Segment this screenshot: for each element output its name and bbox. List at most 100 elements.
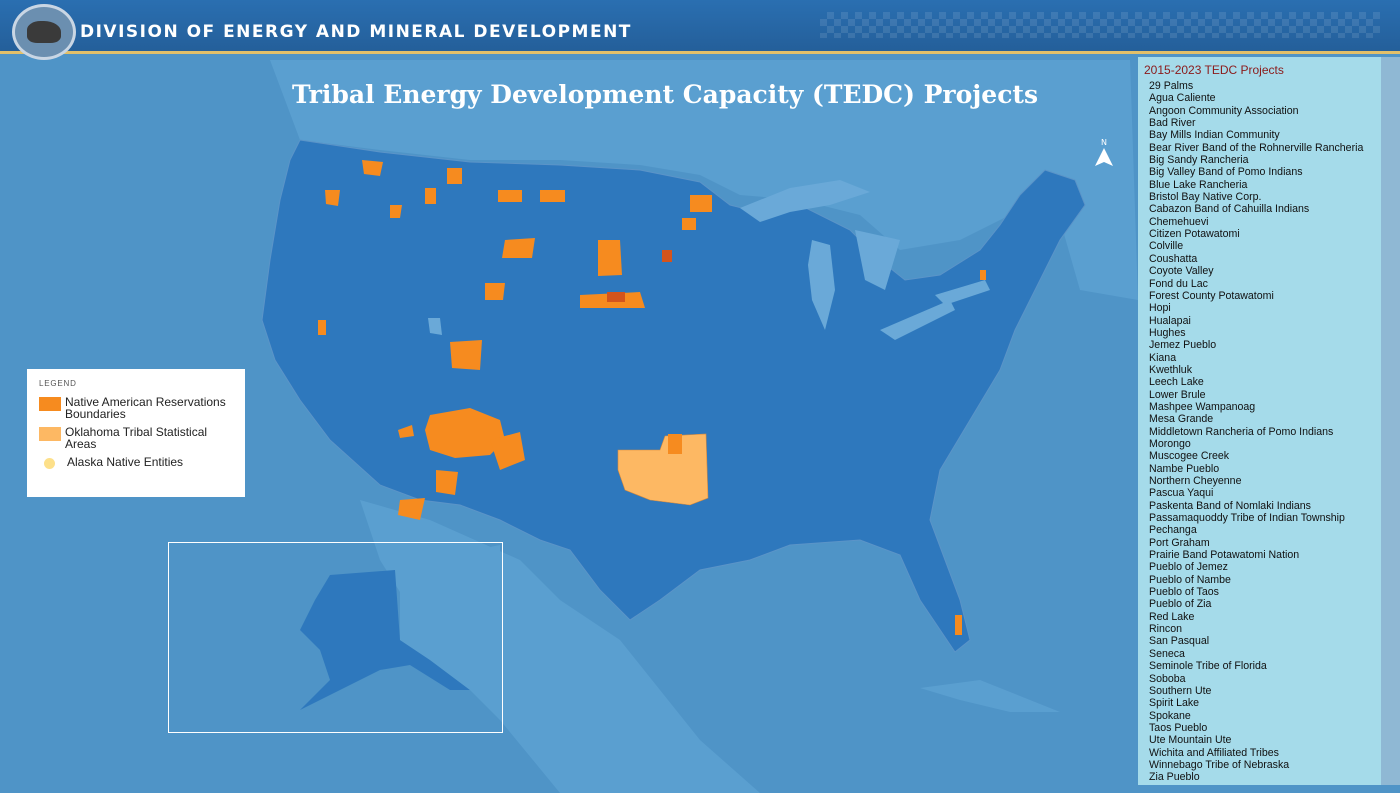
mt-reservation-1 — [502, 238, 535, 258]
alaska-dot-swatch — [44, 458, 55, 469]
project-list-item: Northern Cheyenne — [1149, 475, 1242, 487]
project-list-item: Pueblo of Nambe — [1149, 573, 1231, 586]
division-title: DIVISION OF ENERGY AND MINERAL DEVELOPME… — [80, 22, 632, 42]
nv-reservation — [318, 320, 326, 335]
north-arrow-icon: N — [1095, 138, 1113, 166]
mn-reservations — [690, 195, 712, 212]
mt-reservation-4 — [447, 168, 462, 184]
wy-reservation — [485, 283, 505, 300]
id-reservation — [390, 205, 402, 218]
project-list-item: Lower Brule — [1149, 388, 1206, 401]
project-list-item: San Pasqual — [1149, 635, 1210, 648]
legend-label: Native American Reservations Boundaries — [65, 395, 226, 421]
project-list-item: Colville — [1149, 240, 1184, 253]
panel-side-strip — [1381, 57, 1400, 785]
oklahoma-tribal-areas — [617, 433, 709, 506]
project-list-item: Seminole Tribe of Florida — [1149, 660, 1267, 673]
project-list: 29 Palms Agua Caliente Angoon Community As… — [1144, 80, 1381, 784]
wa-reservation-1 — [362, 160, 383, 176]
project-list-item: Pueblo of Jemez — [1149, 561, 1228, 574]
project-list-item: Leech Lake — [1149, 376, 1204, 389]
lake-huron — [855, 230, 900, 290]
project-list-item: Bad River — [1149, 117, 1196, 130]
project-list-item: Mesa Grande — [1149, 413, 1214, 426]
north-arrow-shape — [1095, 148, 1113, 166]
department-seal-logo — [12, 4, 76, 60]
project-list-item: Pascua Yaqui — [1149, 487, 1214, 500]
oklahoma-dark-area — [668, 434, 682, 454]
reservation-swatch — [39, 397, 61, 411]
project-list-item: Red Lake — [1149, 610, 1195, 623]
nm-reservations — [490, 432, 525, 470]
project-list-item: Cabazon Band of Cahuilla Indians — [1149, 203, 1310, 216]
project-list-item: Paskenta Band of Nomlaki Indians — [1149, 499, 1311, 512]
project-list-item: Passamaquoddy Tribe of Indian Township — [1149, 512, 1345, 525]
az-reservation-3 — [398, 425, 414, 438]
project-list-item: Prairie Band Potawatomi Nation — [1149, 549, 1300, 562]
mt-reservation-2 — [540, 190, 565, 202]
nd-reservation — [598, 240, 622, 276]
az-reservation-2 — [436, 470, 458, 495]
project-list-item: Hopi — [1149, 302, 1171, 315]
project-list-item: Bay Mills Indian Community — [1149, 129, 1280, 142]
project-list-item: Agua Caliente — [1149, 92, 1216, 105]
lake-michigan — [808, 240, 835, 330]
project-list-item: 29 Palms — [1149, 80, 1194, 92]
project-list-item: Spokane — [1149, 709, 1191, 722]
project-list-item: Kwethluk — [1149, 363, 1192, 376]
project-list-item: Spirit Lake — [1149, 697, 1200, 710]
mt-reservation-5 — [498, 190, 522, 202]
project-list-item: Middletown Rancheria of Pomo Indians — [1149, 425, 1334, 438]
project-list-item: Big Valley Band of Pomo Indians — [1149, 166, 1303, 179]
project-list-item: Bear River Band of the Rohnerville Ranch… — [1149, 141, 1364, 154]
canada-yukon — [400, 545, 500, 720]
mn-reservation-dark — [662, 250, 672, 262]
mn-reservation-2 — [682, 218, 696, 230]
project-list-item: Hualapai — [1149, 314, 1191, 327]
project-list-item: Pueblo of Taos — [1149, 586, 1219, 599]
project-list-item: Wichita and Affiliated Tribes — [1149, 746, 1279, 759]
legend-item-oklahoma: Oklahoma Tribal Statistical Areas — [39, 426, 233, 450]
lake-erie — [880, 300, 955, 340]
canada-landmass — [270, 60, 1138, 300]
ny-reservation — [980, 270, 986, 280]
project-list-item: Pechanga — [1149, 524, 1197, 537]
project-list-item: Blue Lake Rancheria — [1149, 178, 1248, 191]
project-list-item: Muscogee Creek — [1149, 450, 1230, 463]
legend-box: LEGEND Native American Reservations Boun… — [27, 369, 245, 497]
legend-item-reservations: Native American Reservations Boundaries — [39, 396, 233, 420]
project-list-item: Hughes — [1149, 326, 1186, 339]
north-label: N — [1101, 138, 1107, 147]
project-list-item: Jemez Pueblo — [1149, 339, 1217, 352]
project-list-item: Ute Mountain Ute — [1149, 734, 1232, 747]
project-list-item: Bristol Bay Native Corp. — [1149, 191, 1262, 204]
cuba — [920, 680, 1060, 712]
legend-heading: LEGEND — [39, 379, 77, 388]
project-list-item: Soboba — [1149, 672, 1186, 685]
project-list-item: Pueblo of Zia — [1149, 598, 1212, 611]
project-list-item: Morongo — [1149, 437, 1191, 450]
mt-reservation-3 — [425, 188, 436, 204]
legend-item-alaska: Alaska Native Entities — [39, 456, 233, 469]
projects-panel-title: 2015-2023 TEDC Projects — [1144, 63, 1284, 77]
project-list-item: Kiana — [1149, 351, 1177, 364]
project-list-item: Mashpee Wampanoag — [1149, 400, 1256, 413]
project-list-item: Port Graham — [1149, 536, 1210, 549]
lake-superior — [740, 180, 870, 222]
legend-label: Alaska Native Entities — [67, 455, 184, 469]
ut-reservation — [450, 340, 482, 370]
project-list-item: Angoon Community Association — [1149, 104, 1299, 117]
project-list-item: Citizen Potawatomi — [1149, 228, 1240, 241]
project-list-item: Coyote Valley — [1149, 265, 1214, 278]
oklahoma-swatch — [39, 427, 61, 441]
project-list-item: Nambe Pueblo — [1149, 462, 1220, 475]
map-title: Tribal Energy Development Capacity (TEDC… — [291, 80, 1039, 109]
sd-reservation-dark — [607, 292, 625, 302]
project-list-item: Chemehuevi — [1149, 215, 1209, 228]
project-list-item: Taos Pueblo — [1149, 721, 1208, 734]
project-list-item: Coushatta — [1149, 252, 1198, 265]
navajo-hopi-reservations — [425, 408, 505, 458]
alaska-inset-frame — [168, 542, 503, 733]
fl-reservation — [955, 615, 962, 635]
